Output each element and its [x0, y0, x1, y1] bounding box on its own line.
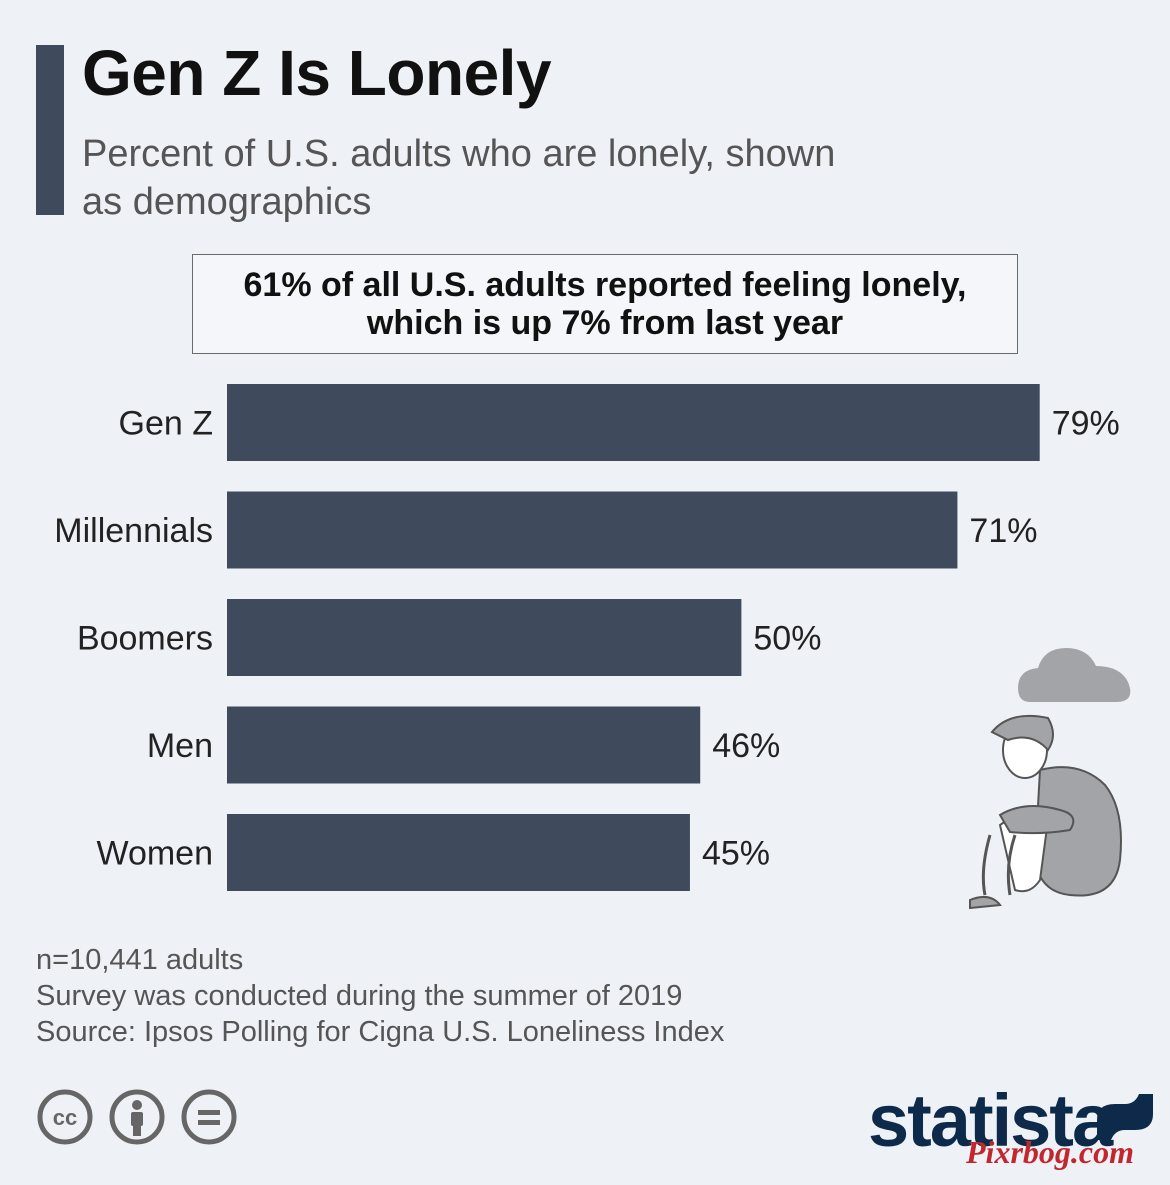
attribution-icon[interactable]: [108, 1088, 166, 1146]
bar-men: [227, 706, 701, 784]
sad-person-icon: [969, 714, 1122, 910]
value-label-boomers: 50%: [753, 620, 821, 658]
bar-women: [227, 814, 690, 891]
lonely-person-illustration: [930, 610, 1160, 925]
chart-title: Gen Z Is Lonely: [82, 37, 552, 109]
value-label-millennials: 71%: [969, 512, 1037, 550]
bar-millennials: [227, 491, 958, 569]
note-source: Source: Ipsos Polling for Cigna U.S. Lon…: [36, 1016, 725, 1048]
callout-text: 61% of all U.S. adults reported feeling …: [215, 266, 995, 342]
bar-boomers: [227, 599, 742, 676]
category-label-millennials: Millennials: [54, 512, 213, 550]
category-label-men: Men: [147, 727, 213, 765]
statista-mark-icon: [1097, 1094, 1153, 1140]
cloud-icon: [1018, 648, 1131, 702]
category-label-women: Women: [96, 835, 213, 873]
svg-text:cc: cc: [53, 1105, 77, 1130]
bar-chart: Gen Z 79% Millennials 71% Boomers 50% Men 46% Wo…: [54, 384, 1120, 891]
creative-commons-icon[interactable]: cc: [36, 1088, 94, 1146]
chart-notes: n=10,441 adults Survey was conducted dur…: [36, 942, 724, 1050]
category-label-gen-z: Gen Z: [119, 405, 213, 443]
note-survey-period: Survey was conducted during the summer o…: [36, 980, 683, 1012]
statista-logo[interactable]: statista: [868, 1079, 1113, 1162]
value-label-men: 46%: [712, 727, 780, 765]
note-sample-size: n=10,441 adults: [36, 944, 244, 976]
title-accent-bar: [36, 45, 64, 215]
category-label-boomers: Boomers: [77, 620, 213, 658]
value-label-women: 45%: [702, 835, 770, 873]
value-label-gen-z: 79%: [1052, 405, 1120, 443]
callout-line-1: 61% of all U.S. adults reported feeling …: [243, 266, 967, 304]
license-icons: cc: [36, 1088, 238, 1146]
no-derivatives-icon[interactable]: [180, 1088, 238, 1146]
chart-subtitle: Percent of U.S. adults who are lonely, s…: [82, 133, 836, 223]
callout-line-2: which is up 7% from last year: [366, 304, 844, 342]
watermark-text: Pixrbog.com: [966, 1134, 1134, 1170]
callout-box: 61% of all U.S. adults reported feeling …: [192, 254, 1018, 354]
bar-gen-z: [227, 384, 1040, 461]
